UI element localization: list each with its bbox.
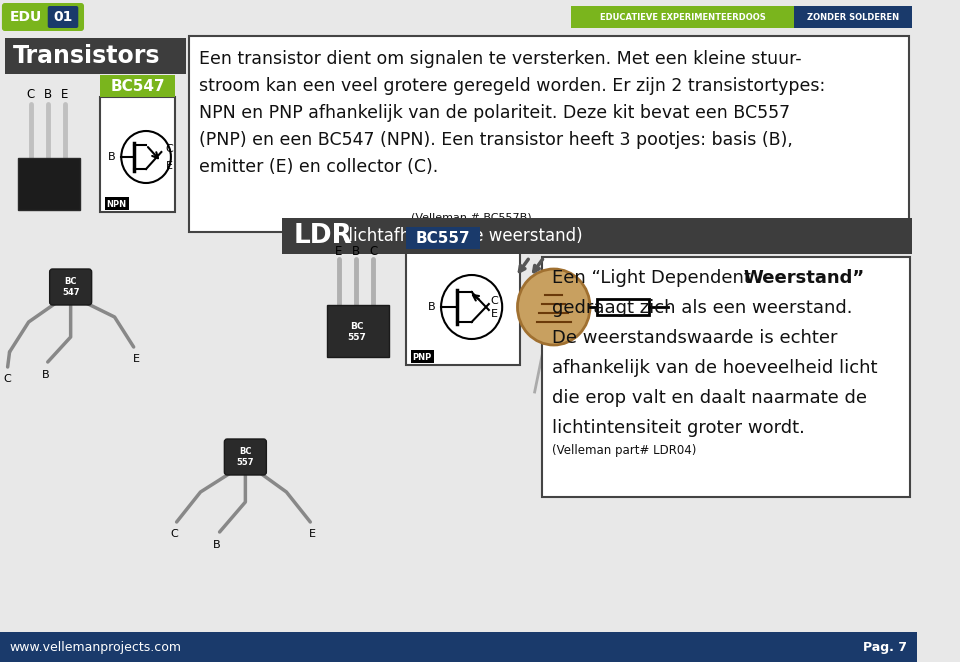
Text: NPN: NPN: [107, 199, 127, 209]
Text: E: E: [61, 87, 68, 101]
Text: stroom kan een veel grotere geregeld worden. Er zijn 2 transistortypes:: stroom kan een veel grotere geregeld wor…: [199, 77, 825, 95]
Text: NPN en PNP afhankelijk van de polariteit. Deze kit bevat een BC557: NPN en PNP afhankelijk van de polariteit…: [199, 104, 790, 122]
Text: lichtintensiteit groter wordt.: lichtintensiteit groter wordt.: [552, 419, 804, 437]
Text: E: E: [133, 354, 140, 364]
Text: E: E: [309, 529, 316, 539]
FancyBboxPatch shape: [406, 227, 480, 249]
FancyBboxPatch shape: [326, 305, 389, 357]
Text: E: E: [492, 309, 498, 319]
FancyBboxPatch shape: [411, 350, 435, 363]
FancyBboxPatch shape: [0, 632, 917, 662]
Text: C: C: [370, 245, 377, 258]
Text: B: B: [108, 152, 115, 162]
Text: BC
557: BC 557: [236, 448, 254, 467]
Text: Pag. 7: Pag. 7: [863, 641, 907, 653]
Text: die erop valt en daalt naarmate de: die erop valt en daalt naarmate de: [552, 389, 867, 407]
Text: B: B: [352, 245, 360, 258]
Text: C: C: [171, 529, 179, 539]
Text: (Velleman part# LDR04): (Velleman part# LDR04): [552, 444, 696, 457]
FancyBboxPatch shape: [225, 439, 266, 475]
FancyBboxPatch shape: [5, 38, 186, 74]
Text: BC
557: BC 557: [348, 322, 367, 342]
Text: E: E: [165, 161, 173, 171]
FancyBboxPatch shape: [48, 6, 79, 28]
FancyBboxPatch shape: [189, 36, 909, 232]
FancyBboxPatch shape: [571, 6, 794, 28]
Text: BC557: BC557: [416, 230, 470, 246]
Text: 01: 01: [54, 10, 73, 24]
FancyBboxPatch shape: [406, 247, 520, 365]
Text: LDR: LDR: [294, 223, 353, 249]
Text: (PNP) en een BC547 (NPN). Een transistor heeft 3 pootjes: basis (B),: (PNP) en een BC547 (NPN). Een transistor…: [199, 131, 792, 149]
Text: www.vellemanprojects.com: www.vellemanprojects.com: [10, 641, 181, 653]
Text: Een transistor dient om signalen te versterken. Met een kleine stuur-: Een transistor dient om signalen te vers…: [199, 50, 802, 68]
Text: EDU: EDU: [10, 10, 42, 24]
Text: B: B: [213, 540, 221, 550]
Text: BC
547: BC 547: [61, 277, 80, 297]
Text: emitter (E) en collector (C).: emitter (E) en collector (C).: [199, 158, 438, 176]
Circle shape: [517, 269, 590, 345]
Text: (lichtafhankelijke weerstand): (lichtafhankelijke weerstand): [342, 227, 583, 245]
FancyBboxPatch shape: [105, 197, 129, 210]
Text: PNP: PNP: [413, 352, 432, 361]
Text: C: C: [4, 374, 12, 384]
Text: Weerstand”: Weerstand”: [744, 269, 865, 287]
Text: C: C: [27, 87, 35, 101]
FancyBboxPatch shape: [597, 299, 649, 315]
Text: C: C: [165, 144, 173, 154]
FancyBboxPatch shape: [100, 75, 175, 97]
Text: afhankelijk van de hoeveelheid licht: afhankelijk van de hoeveelheid licht: [552, 359, 877, 377]
Text: Een “Light Dependent: Een “Light Dependent: [552, 269, 756, 287]
Text: ZONDER SOLDEREN: ZONDER SOLDEREN: [806, 13, 899, 21]
Text: BC547: BC547: [110, 79, 165, 93]
Text: E: E: [335, 245, 343, 258]
Text: C: C: [491, 296, 498, 306]
FancyBboxPatch shape: [100, 97, 175, 212]
FancyBboxPatch shape: [18, 158, 81, 210]
Text: EDUCATIEVE EXPERIMENTEERDOOS: EDUCATIEVE EXPERIMENTEERDOOS: [600, 13, 765, 21]
FancyBboxPatch shape: [2, 3, 84, 31]
FancyBboxPatch shape: [50, 269, 91, 305]
FancyBboxPatch shape: [281, 218, 912, 254]
Text: Transistors: Transistors: [12, 44, 160, 68]
Text: B: B: [43, 87, 52, 101]
FancyBboxPatch shape: [794, 6, 912, 28]
Text: B: B: [428, 302, 435, 312]
Text: De weerstandswaarde is echter: De weerstandswaarde is echter: [552, 329, 837, 347]
Text: gedraagt zich als een weerstand.: gedraagt zich als een weerstand.: [552, 299, 852, 317]
FancyBboxPatch shape: [542, 257, 910, 497]
Text: B: B: [42, 370, 50, 380]
Text: (Velleman # BC557B): (Velleman # BC557B): [411, 212, 531, 222]
